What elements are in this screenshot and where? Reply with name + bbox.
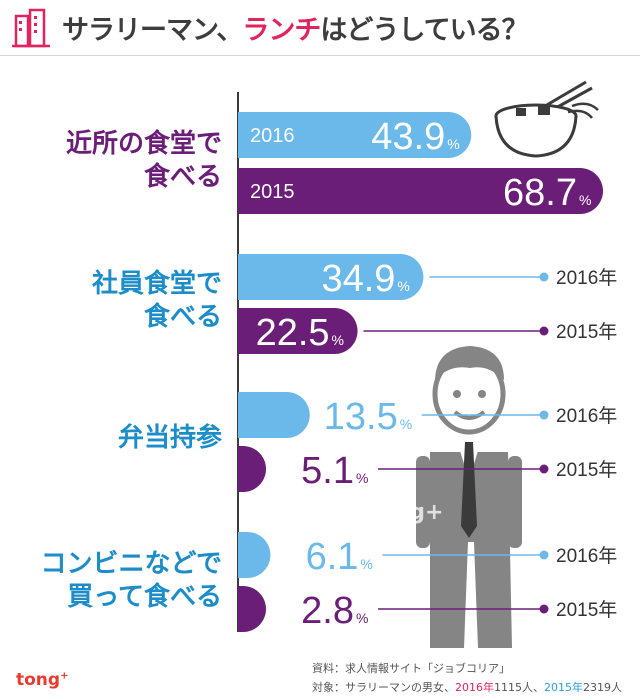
category-label-line1: 社員食堂で (91, 269, 222, 299)
data-label-unit: % (356, 610, 368, 626)
category-label-bento: 弁当持参 (118, 422, 222, 455)
category-label-convenience: コンビニなどで 買って食べる (41, 548, 222, 614)
data-label: 6.1 (306, 536, 359, 578)
logo-plus: + (60, 670, 69, 682)
data-label-unit: % (360, 556, 372, 572)
subject-note: 対象：サラリーマンの男女、2016年1115人、2015年2319人 (312, 679, 622, 695)
category-label-nearby: 近所の食堂で 食べる (66, 128, 222, 194)
data-label: 2.8 (301, 590, 354, 632)
data-label-unit: % (579, 192, 591, 208)
category-label-line2: 買って食べる (67, 582, 222, 613)
bowl-icon (494, 80, 599, 158)
title-part3: はどうしている？ (320, 15, 528, 46)
year-legend-label: 2016年 (556, 545, 617, 567)
data-label: 5.1 (301, 450, 354, 492)
tong-logo: tong+ (16, 670, 68, 690)
data-label-unit: % (447, 136, 459, 152)
building-icon (12, 8, 50, 48)
leader-dot (539, 550, 549, 560)
bar-2016-3 (238, 532, 271, 578)
subject-2016-count: 1115人、 (494, 681, 544, 694)
salaryman-icon (416, 346, 522, 648)
leader-dot (539, 604, 549, 614)
subject-2015-count: 2319人 (583, 681, 622, 694)
year-legend-label: 2015年 (556, 459, 617, 481)
page-title: サラリーマン、ランチはどうしている？ (62, 8, 529, 47)
data-label: 22.5 (256, 312, 330, 354)
year-legend-label: 2016年 (556, 405, 617, 427)
bar-2015-3 (238, 586, 266, 632)
title-part1: サラリーマン、 (62, 15, 243, 46)
data-label: 34.9 (321, 258, 395, 300)
category-label-line2: 食べる (143, 302, 222, 333)
bar-2015-1 (238, 308, 358, 354)
category-label-line1: 弁当持参 (117, 423, 222, 453)
data-label-unit: % (332, 332, 344, 348)
leader-dot (539, 464, 549, 474)
year-legend-label: 2015年 (556, 599, 617, 621)
bar-year-label: 2016 (250, 125, 295, 147)
subject-2015: 2015年 (544, 681, 583, 694)
bar-2015-0 (238, 168, 603, 214)
bar-2015-2 (238, 446, 266, 492)
source-note: 資料：求人情報サイト「ジョブコリア」 (312, 662, 510, 675)
category-label-line1: 近所の食堂で (65, 129, 222, 159)
watermark: tong+ (368, 500, 444, 525)
bar-2016-0 (238, 112, 472, 158)
leader-dot (539, 410, 549, 420)
bar-2016-1 (238, 254, 424, 300)
subject-prefix: 対象：サラリーマンの男女、 (312, 681, 455, 694)
data-label: 13.5 (324, 396, 398, 438)
subject-2016: 2016年 (455, 681, 494, 694)
category-label-line1: コンビニなどで (40, 549, 222, 579)
data-label-unit: % (400, 416, 412, 432)
data-label: 43.9 (371, 116, 445, 158)
category-label-line2: 食べる (143, 162, 222, 193)
data-label: 68.7 (503, 172, 577, 214)
leader-dot (539, 326, 549, 336)
category-label-cafeteria: 社員食堂で 食べる (92, 268, 222, 334)
logo-text: tong (16, 670, 61, 690)
year-legend-label: 2015年 (556, 321, 617, 343)
bar-2016-2 (238, 392, 310, 438)
data-label-unit: % (356, 470, 368, 486)
data-label-unit: % (397, 278, 409, 294)
leader-dot (539, 272, 549, 282)
title-divider (0, 55, 640, 56)
bar-year-label: 2015 (250, 181, 295, 203)
title-accent: ランチ (242, 15, 321, 46)
year-legend-label: 2016年 (556, 267, 617, 289)
